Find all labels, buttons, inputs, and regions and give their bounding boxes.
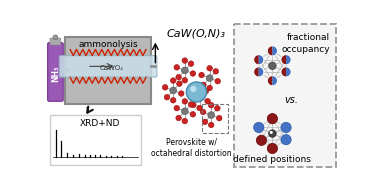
- Circle shape: [206, 75, 213, 81]
- Wedge shape: [259, 67, 264, 77]
- Text: ammonolysis: ammonolysis: [78, 40, 138, 49]
- FancyBboxPatch shape: [59, 56, 157, 77]
- Circle shape: [267, 143, 278, 153]
- Wedge shape: [281, 67, 286, 77]
- Text: NH₃: NH₃: [51, 65, 60, 82]
- Wedge shape: [254, 67, 259, 77]
- Circle shape: [205, 98, 210, 104]
- Wedge shape: [286, 55, 291, 65]
- Circle shape: [176, 115, 182, 121]
- Circle shape: [190, 86, 196, 92]
- Circle shape: [182, 67, 188, 74]
- Text: XRD+ND: XRD+ND: [80, 119, 120, 128]
- FancyBboxPatch shape: [50, 38, 61, 45]
- Wedge shape: [254, 55, 259, 65]
- Circle shape: [281, 135, 291, 145]
- Text: defined positions: defined positions: [234, 155, 311, 164]
- Circle shape: [174, 105, 180, 111]
- Circle shape: [170, 78, 176, 83]
- Circle shape: [197, 85, 202, 91]
- Circle shape: [190, 102, 196, 108]
- Wedge shape: [272, 76, 278, 86]
- Text: fractional
occupancy: fractional occupancy: [281, 33, 330, 53]
- Circle shape: [53, 35, 58, 40]
- Circle shape: [178, 91, 184, 96]
- Wedge shape: [272, 46, 278, 56]
- Circle shape: [207, 85, 212, 91]
- Text: Perovskite w/
octahedral distortion: Perovskite w/ octahedral distortion: [152, 137, 232, 158]
- Circle shape: [182, 99, 188, 104]
- Circle shape: [176, 74, 182, 80]
- Circle shape: [182, 58, 188, 63]
- Circle shape: [213, 69, 219, 74]
- Circle shape: [170, 87, 177, 94]
- Circle shape: [200, 109, 206, 115]
- Wedge shape: [267, 76, 272, 86]
- Text: CaW(O,N)₃: CaW(O,N)₃: [166, 29, 225, 38]
- Wedge shape: [281, 55, 286, 65]
- Circle shape: [186, 82, 207, 102]
- Circle shape: [202, 119, 208, 125]
- Circle shape: [256, 135, 267, 145]
- Circle shape: [164, 94, 170, 100]
- Circle shape: [182, 77, 188, 83]
- Circle shape: [267, 114, 278, 124]
- Circle shape: [182, 118, 188, 124]
- Circle shape: [208, 112, 214, 119]
- Circle shape: [215, 78, 220, 84]
- Circle shape: [216, 115, 222, 121]
- Circle shape: [162, 85, 168, 90]
- Circle shape: [196, 95, 203, 101]
- Circle shape: [268, 62, 276, 70]
- Circle shape: [201, 82, 206, 88]
- Text: vs.: vs.: [284, 95, 298, 105]
- Circle shape: [177, 81, 182, 86]
- Circle shape: [214, 105, 220, 111]
- Circle shape: [197, 105, 202, 111]
- Wedge shape: [259, 55, 264, 65]
- FancyBboxPatch shape: [48, 43, 63, 101]
- Circle shape: [268, 130, 276, 137]
- Bar: [66, 36, 151, 104]
- Circle shape: [170, 98, 176, 103]
- Circle shape: [203, 89, 208, 94]
- Bar: [50, 115, 141, 165]
- Circle shape: [207, 66, 212, 71]
- Text: CaWO₄: CaWO₄: [99, 65, 123, 71]
- Circle shape: [199, 72, 204, 78]
- Circle shape: [270, 131, 273, 134]
- Circle shape: [182, 108, 188, 115]
- Circle shape: [189, 92, 194, 98]
- Circle shape: [209, 122, 214, 128]
- Circle shape: [188, 102, 194, 107]
- Wedge shape: [286, 67, 291, 77]
- FancyBboxPatch shape: [234, 24, 336, 167]
- Circle shape: [254, 122, 264, 132]
- Circle shape: [190, 71, 196, 76]
- Circle shape: [174, 65, 180, 70]
- Circle shape: [209, 102, 214, 108]
- Circle shape: [190, 112, 196, 117]
- Circle shape: [188, 61, 194, 66]
- Circle shape: [281, 122, 291, 132]
- Wedge shape: [267, 46, 272, 56]
